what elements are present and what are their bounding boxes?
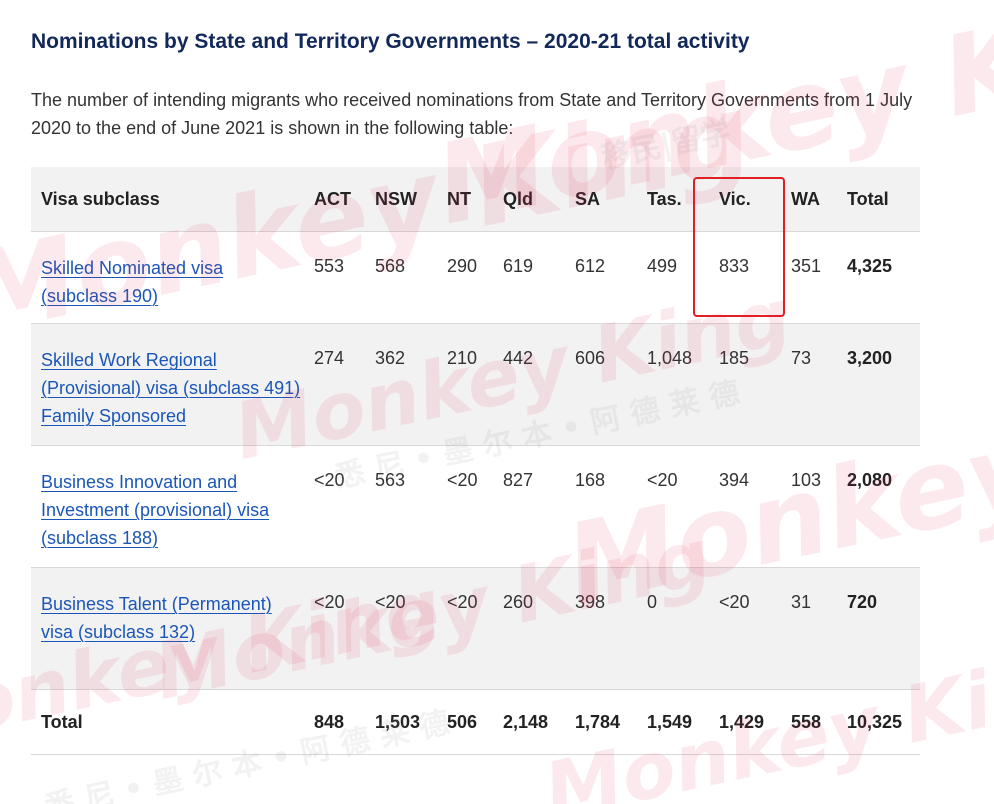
cell-qld: 827 bbox=[493, 445, 565, 568]
table-row: Skilled Work Regional (Provisional) visa… bbox=[31, 323, 920, 446]
cell-nt: 290 bbox=[437, 231, 493, 324]
cell-sa: 168 bbox=[565, 445, 637, 568]
cell-nsw: 568 bbox=[365, 231, 437, 324]
cell-sa: 612 bbox=[565, 231, 637, 324]
cell-total: 3,200 bbox=[837, 323, 920, 446]
visa-cell: Business Innovation and Investment (prov… bbox=[31, 445, 304, 568]
header-nsw: NSW bbox=[365, 167, 437, 232]
cell-act: <20 bbox=[304, 445, 365, 568]
header-sa: SA bbox=[565, 167, 637, 232]
page-heading: Nominations by State and Territory Gover… bbox=[31, 30, 750, 53]
visa-link-subclass-491[interactable]: Skilled Work Regional (Provisional) visa… bbox=[41, 350, 301, 426]
cell-wa: 73 bbox=[781, 323, 837, 446]
total-label: Total bbox=[31, 689, 304, 755]
visa-cell: Skilled Work Regional (Provisional) visa… bbox=[31, 323, 304, 446]
header-act: ACT bbox=[304, 167, 365, 232]
header-vic: Vic. bbox=[709, 167, 781, 232]
header-qld: Qld bbox=[493, 167, 565, 232]
table-total-row: Total 848 1,503 506 2,148 1,784 1,549 1,… bbox=[31, 689, 920, 755]
cell-qld: 260 bbox=[493, 567, 565, 690]
total-sa: 1,784 bbox=[565, 689, 637, 755]
cell-total: 4,325 bbox=[837, 231, 920, 324]
cell-act: 274 bbox=[304, 323, 365, 446]
cell-nsw: <20 bbox=[365, 567, 437, 690]
cell-tas: <20 bbox=[637, 445, 709, 568]
visa-link-subclass-190[interactable]: Skilled Nominated visa (subclass 190) bbox=[41, 258, 224, 306]
cell-qld: 442 bbox=[493, 323, 565, 446]
total-wa: 558 bbox=[781, 689, 837, 755]
total-nsw: 1,503 bbox=[365, 689, 437, 755]
cell-act: 553 bbox=[304, 231, 365, 324]
cell-wa: 351 bbox=[781, 231, 837, 324]
cell-nsw: 362 bbox=[365, 323, 437, 446]
cell-tas: 499 bbox=[637, 231, 709, 324]
table-row: Business Innovation and Investment (prov… bbox=[31, 445, 920, 568]
total-act: 848 bbox=[304, 689, 365, 755]
visa-cell: Business Talent (Permanent) visa (subcla… bbox=[31, 567, 304, 690]
total-qld: 2,148 bbox=[493, 689, 565, 755]
cell-nt: 210 bbox=[437, 323, 493, 446]
total-tas: 1,549 bbox=[637, 689, 709, 755]
visa-cell: Skilled Nominated visa (subclass 190) bbox=[31, 231, 304, 324]
header-visa-subclass: Visa subclass bbox=[31, 167, 304, 232]
cell-vic: <20 bbox=[709, 567, 781, 690]
cell-sa: 606 bbox=[565, 323, 637, 446]
cell-wa: 31 bbox=[781, 567, 837, 690]
cell-tas: 1,048 bbox=[637, 323, 709, 446]
total-grand: 10,325 bbox=[837, 689, 920, 755]
total-vic: 1,429 bbox=[709, 689, 781, 755]
table-header-row: Visa subclass ACT NSW NT Qld SA Tas. Vic… bbox=[31, 167, 920, 232]
visa-link-subclass-132[interactable]: Business Talent (Permanent) visa (subcla… bbox=[41, 594, 272, 642]
cell-nsw: 563 bbox=[365, 445, 437, 568]
cell-act: <20 bbox=[304, 567, 365, 690]
cell-vic: 394 bbox=[709, 445, 781, 568]
table-row: Business Talent (Permanent) visa (subcla… bbox=[31, 567, 920, 690]
cell-qld: 619 bbox=[493, 231, 565, 324]
cell-tas: 0 bbox=[637, 567, 709, 690]
cell-nt: <20 bbox=[437, 445, 493, 568]
cell-vic: 833 bbox=[709, 231, 781, 324]
nominations-table: Visa subclass ACT NSW NT Qld SA Tas. Vic… bbox=[31, 167, 920, 755]
header-total: Total bbox=[837, 167, 920, 232]
header-wa: WA bbox=[781, 167, 837, 232]
header-nt: NT bbox=[437, 167, 493, 232]
total-nt: 506 bbox=[437, 689, 493, 755]
table-row: Skilled Nominated visa (subclass 190) 55… bbox=[31, 231, 920, 324]
visa-link-subclass-188[interactable]: Business Innovation and Investment (prov… bbox=[41, 472, 270, 548]
header-tas: Tas. bbox=[637, 167, 709, 232]
cell-nt: <20 bbox=[437, 567, 493, 690]
cell-wa: 103 bbox=[781, 445, 837, 568]
cell-vic: 185 bbox=[709, 323, 781, 446]
cell-total: 2,080 bbox=[837, 445, 920, 568]
intro-paragraph: The number of intending migrants who rec… bbox=[31, 90, 913, 138]
cell-total: 720 bbox=[837, 567, 920, 690]
cell-sa: 398 bbox=[565, 567, 637, 690]
